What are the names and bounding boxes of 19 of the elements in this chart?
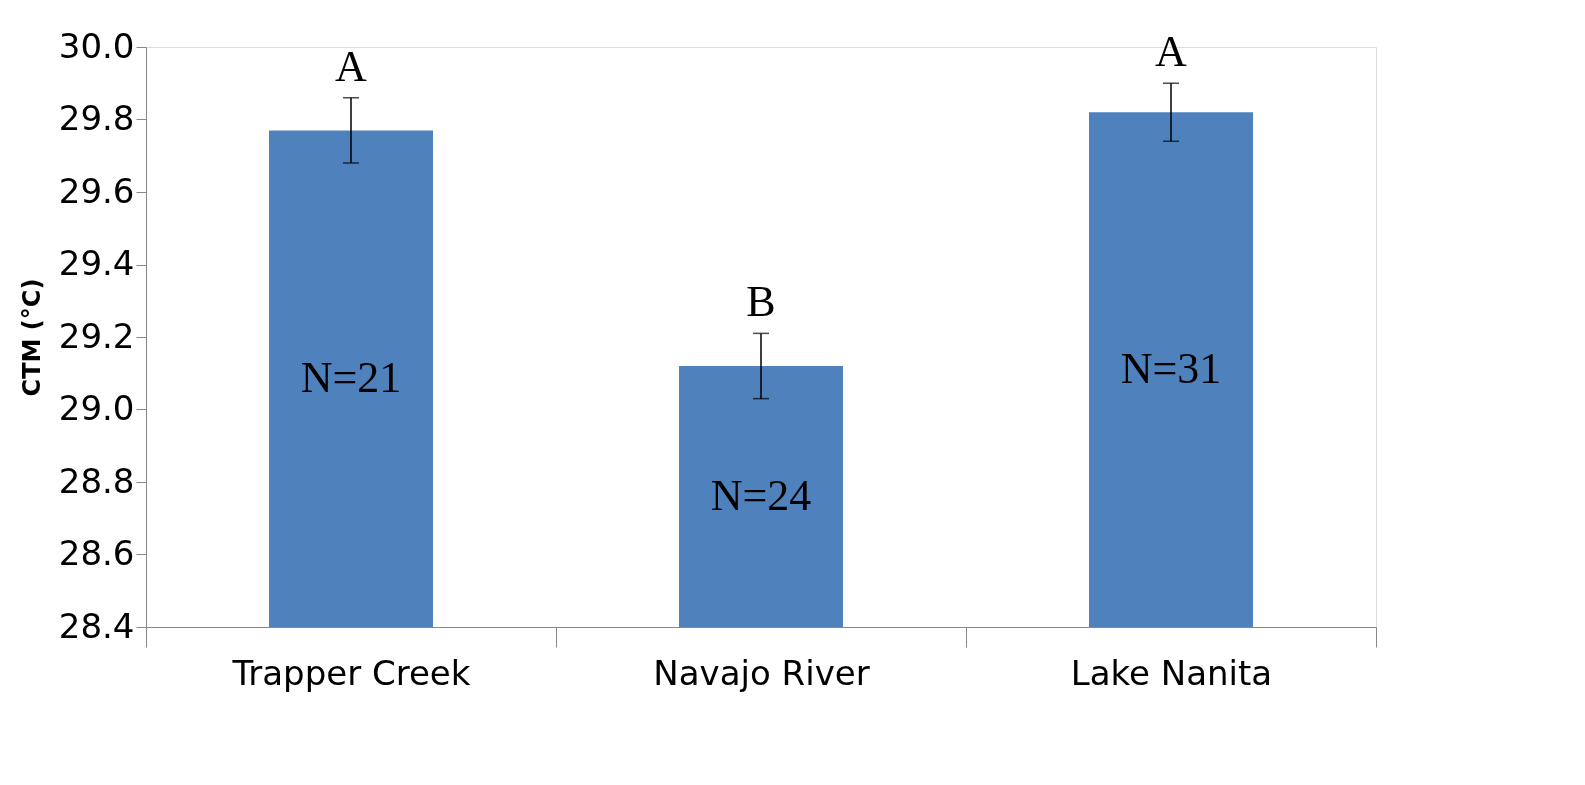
y-tick-label: 29.0 — [58, 388, 135, 428]
y-tick-label: 29.4 — [58, 243, 135, 283]
y-tick-label: 29.8 — [58, 98, 135, 138]
y-axis-title: CTM (°C) — [17, 278, 46, 397]
x-tick-label: Lake Nanita — [1070, 652, 1273, 693]
annotation: N=21 — [300, 352, 402, 402]
y-tick-label: 29.6 — [58, 170, 135, 211]
x-tick-label: Navajo River — [653, 652, 870, 693]
annotation: A — [1155, 27, 1188, 77]
y-tick-label: 28.8 — [58, 460, 135, 501]
annotation: A — [335, 41, 368, 91]
y-tick-label: 30.0 — [58, 25, 135, 66]
annotation: N=24 — [710, 470, 812, 520]
y-tick-label: 29.2 — [58, 315, 135, 356]
annotation: N=31 — [1120, 343, 1222, 393]
y-tick-label: 28.6 — [58, 533, 135, 573]
annotation: B — [746, 277, 776, 327]
y-tick-label: 28.4 — [58, 605, 135, 646]
x-tick-label: Trapper Creek — [231, 652, 471, 693]
